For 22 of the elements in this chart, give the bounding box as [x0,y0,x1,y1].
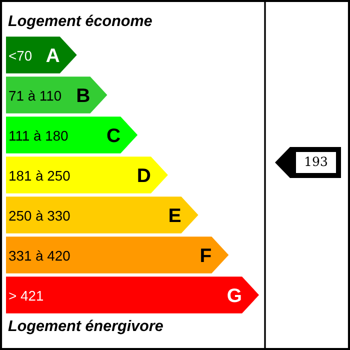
annotation: C [107,128,120,142]
y-tick-label: 71 à 110 [9,90,62,101]
annotation: F [201,248,211,262]
bar [6,156,168,194]
annotation: A [46,48,60,62]
text: 193 [306,156,327,166]
annotation: B [77,88,90,102]
y-tick-label: 250 à 330 [9,210,70,221]
bar [6,236,229,274]
y-tick-label: 331 à 420 [9,250,70,261]
y-tick-label: <70 [9,50,32,61]
y-tick-label: 111 à 180 [10,130,68,141]
text: Logement énergivore [8,320,163,334]
y-tick-label: 181 à 250 [10,170,70,181]
chart-title: Logement économe [8,14,152,30]
y-tick-label: > 421 [9,290,43,301]
bar [6,196,198,234]
annotation: G [228,288,241,302]
bar [6,276,259,314]
annotation: E [170,208,181,222]
bar [6,116,138,154]
annotation: D [138,168,150,182]
